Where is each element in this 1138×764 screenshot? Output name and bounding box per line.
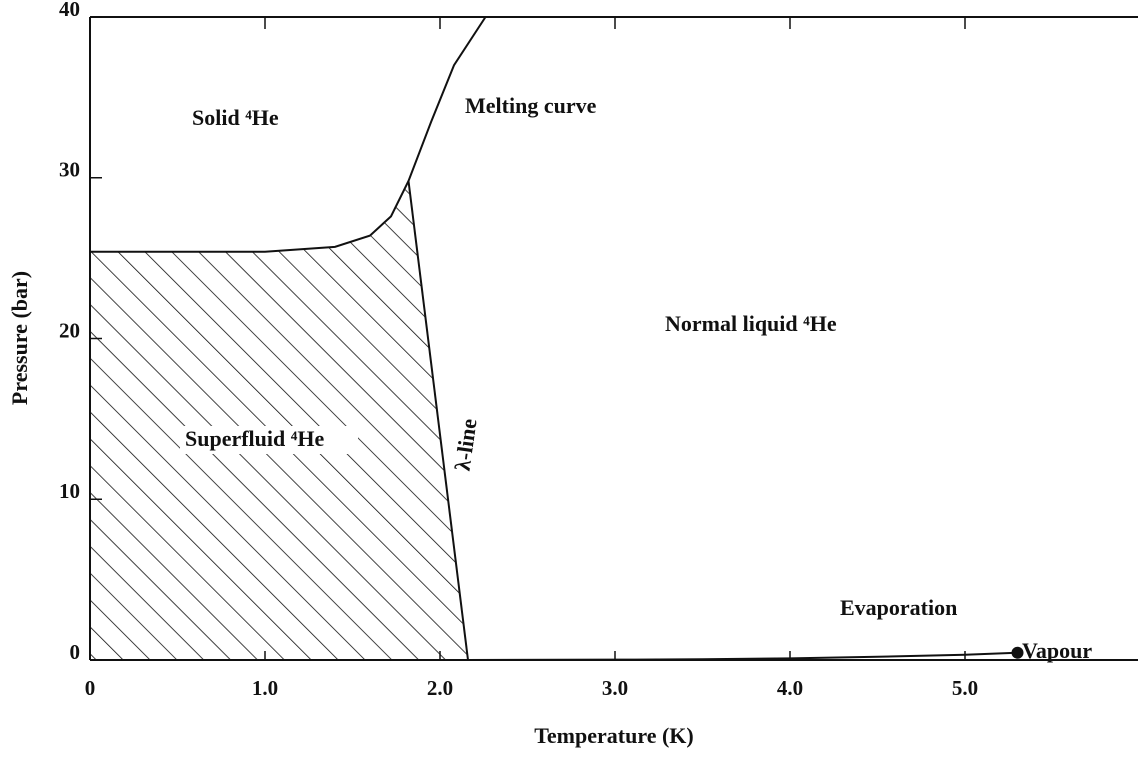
region-label: Solid ⁴He: [192, 105, 279, 130]
curve: [407, 180, 469, 661]
y-tick-label: 0: [70, 640, 81, 664]
curve-label: Evaporation: [840, 595, 957, 620]
curve-label: λ-line: [450, 417, 482, 473]
x-tick-label: 4.0: [777, 676, 803, 700]
region-label: Superfluid ⁴He: [185, 426, 324, 451]
x-tick-label: 5.0: [952, 676, 978, 700]
x-axis-label: Temperature (K): [534, 723, 693, 748]
y-tick-label: 20: [59, 318, 80, 342]
x-tick-label: 1.0: [252, 676, 278, 700]
curve: [90, 16, 487, 253]
superfluid-region: [90, 180, 468, 660]
y-tick-label: 40: [59, 0, 80, 21]
region-label: Normal liquid ⁴He: [665, 311, 837, 336]
x-tick-label: 0: [85, 676, 96, 700]
label-background: [180, 426, 358, 454]
critical-point: [1011, 646, 1024, 659]
x-tick-label: 2.0: [427, 676, 453, 700]
y-tick-label: 10: [59, 479, 80, 503]
y-axis-label: Pressure (bar): [7, 271, 32, 405]
region-label: Vapour: [1022, 638, 1092, 663]
curve: [467, 651, 1018, 661]
x-tick-label: 3.0: [602, 676, 628, 700]
curve-label: Melting curve: [465, 93, 597, 118]
y-tick-label: 30: [59, 158, 80, 182]
